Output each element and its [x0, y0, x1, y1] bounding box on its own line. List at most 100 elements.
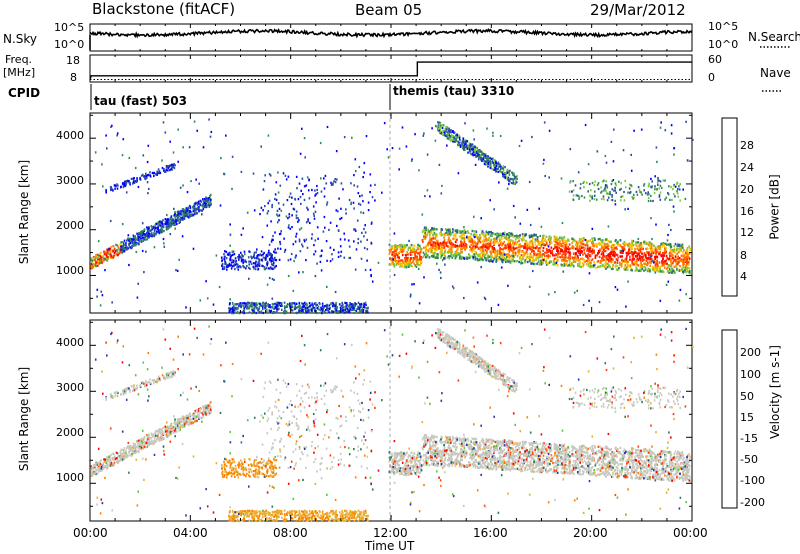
power-cell	[564, 239, 566, 242]
power-cell	[433, 255, 435, 258]
power-cell	[97, 261, 100, 264]
power-cell	[582, 239, 584, 242]
power-cell	[563, 264, 566, 267]
power-cell	[264, 307, 266, 310]
power-cell	[362, 310, 364, 313]
power-cell	[603, 248, 605, 251]
power-cell	[332, 310, 335, 313]
power-cell	[164, 170, 166, 173]
power-cell	[243, 312, 245, 315]
power-cell	[484, 245, 487, 248]
power-cell	[303, 198, 306, 201]
power-cell	[674, 260, 677, 263]
power-cell	[417, 258, 420, 261]
power-cell	[302, 193, 304, 196]
power-cell	[289, 305, 291, 308]
power-cell	[425, 247, 427, 250]
power-cell	[414, 253, 416, 256]
power-cell	[358, 304, 361, 308]
power-cell	[347, 239, 350, 242]
power-cell	[637, 264, 639, 267]
power-cell	[654, 257, 656, 260]
power-cell	[490, 232, 493, 235]
power-cell	[557, 253, 560, 256]
power-cell	[159, 171, 162, 175]
power-cell	[590, 259, 593, 262]
power-cell	[491, 245, 494, 249]
power-cell	[194, 207, 197, 210]
power-cell	[502, 251, 505, 254]
power-cell	[153, 171, 156, 174]
power-cell	[353, 207, 355, 210]
power-cell	[127, 237, 129, 240]
power-cell	[258, 263, 261, 266]
power-cell	[342, 309, 344, 312]
power-cell	[252, 262, 255, 265]
power-cell	[599, 259, 602, 262]
power-cell	[113, 251, 116, 255]
power-cell	[120, 251, 122, 254]
power-cell	[612, 267, 614, 270]
power-cell	[116, 244, 118, 247]
power-cell	[504, 260, 507, 264]
power-cell	[586, 247, 589, 250]
power-cell	[253, 267, 255, 270]
power-cell	[314, 194, 316, 197]
power-cell	[223, 267, 226, 270]
power-cell	[496, 235, 498, 238]
power-cell	[145, 238, 147, 241]
power-cell	[433, 232, 436, 235]
power-cell	[668, 258, 670, 261]
power-cell	[147, 230, 150, 233]
power-cell	[448, 257, 451, 260]
power-cell	[679, 269, 682, 272]
power-cell	[233, 306, 235, 310]
power-cell	[605, 245, 608, 248]
power-cell	[545, 242, 548, 245]
power-cell	[140, 235, 142, 239]
power-cell	[440, 228, 443, 231]
power-cell	[620, 263, 623, 266]
power-cell	[288, 195, 291, 198]
power-cell	[257, 263, 259, 266]
power-cell	[272, 238, 274, 241]
power-cell	[333, 311, 336, 314]
power-cell	[657, 270, 659, 273]
power-cell	[682, 251, 684, 254]
power-cell	[160, 228, 163, 231]
power-cell	[271, 257, 274, 260]
power-cell	[313, 302, 316, 305]
power-cell	[656, 259, 658, 262]
power-cell	[621, 246, 623, 249]
power-cell	[393, 250, 395, 253]
power-cell	[148, 236, 150, 239]
power-cell	[586, 241, 588, 244]
power-cell	[297, 305, 300, 309]
power-cell	[240, 304, 243, 307]
power-cell	[399, 259, 402, 262]
power-cell	[180, 213, 183, 216]
power-cell	[316, 303, 318, 306]
power-cell	[355, 303, 358, 306]
power-cell	[254, 262, 257, 265]
power-cell	[624, 244, 626, 247]
power-cell	[443, 246, 446, 249]
power-cell	[293, 208, 296, 211]
power-cell	[116, 187, 119, 190]
power-cell	[260, 310, 263, 313]
power-cell	[156, 222, 158, 226]
power-cell	[104, 258, 106, 261]
power-cell	[370, 222, 373, 225]
power-cell	[245, 267, 247, 270]
power-cell	[104, 250, 106, 253]
power-cell	[284, 174, 287, 177]
power-cell	[641, 252, 643, 255]
power-cell	[363, 246, 366, 250]
power-cell	[274, 251, 276, 254]
power-cell	[333, 304, 335, 307]
power-cell	[357, 237, 360, 241]
power-cell	[621, 259, 623, 262]
power-cell	[467, 231, 470, 234]
power-cell	[606, 247, 609, 250]
power-cell	[566, 240, 568, 243]
